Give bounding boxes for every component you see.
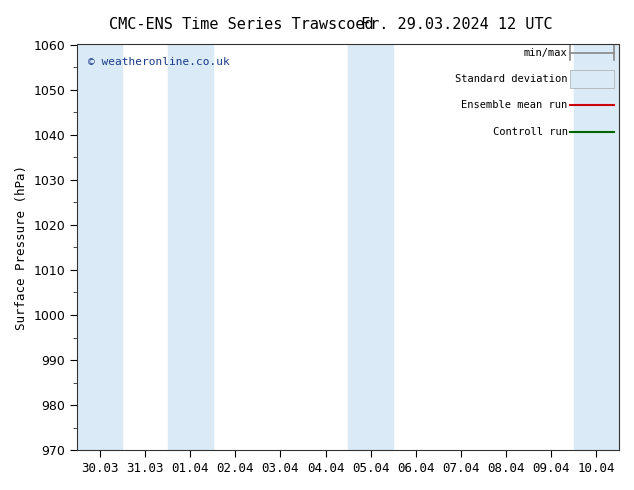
Text: © weatheronline.co.uk: © weatheronline.co.uk [88,57,230,67]
Y-axis label: Surface Pressure (hPa): Surface Pressure (hPa) [15,165,28,330]
Bar [167,45,212,450]
Text: min/max: min/max [524,48,567,58]
Text: Ensemble mean run: Ensemble mean run [462,100,567,110]
Bar [348,45,393,450]
Text: Standard deviation: Standard deviation [455,74,567,84]
Text: Controll run: Controll run [493,127,567,137]
Bar [77,45,122,450]
Text: CMC-ENS Time Series Trawscoed: CMC-ENS Time Series Trawscoed [108,17,373,32]
Bar [570,70,614,88]
Text: Fr. 29.03.2024 12 UTC: Fr. 29.03.2024 12 UTC [361,17,552,32]
Bar [574,45,619,450]
